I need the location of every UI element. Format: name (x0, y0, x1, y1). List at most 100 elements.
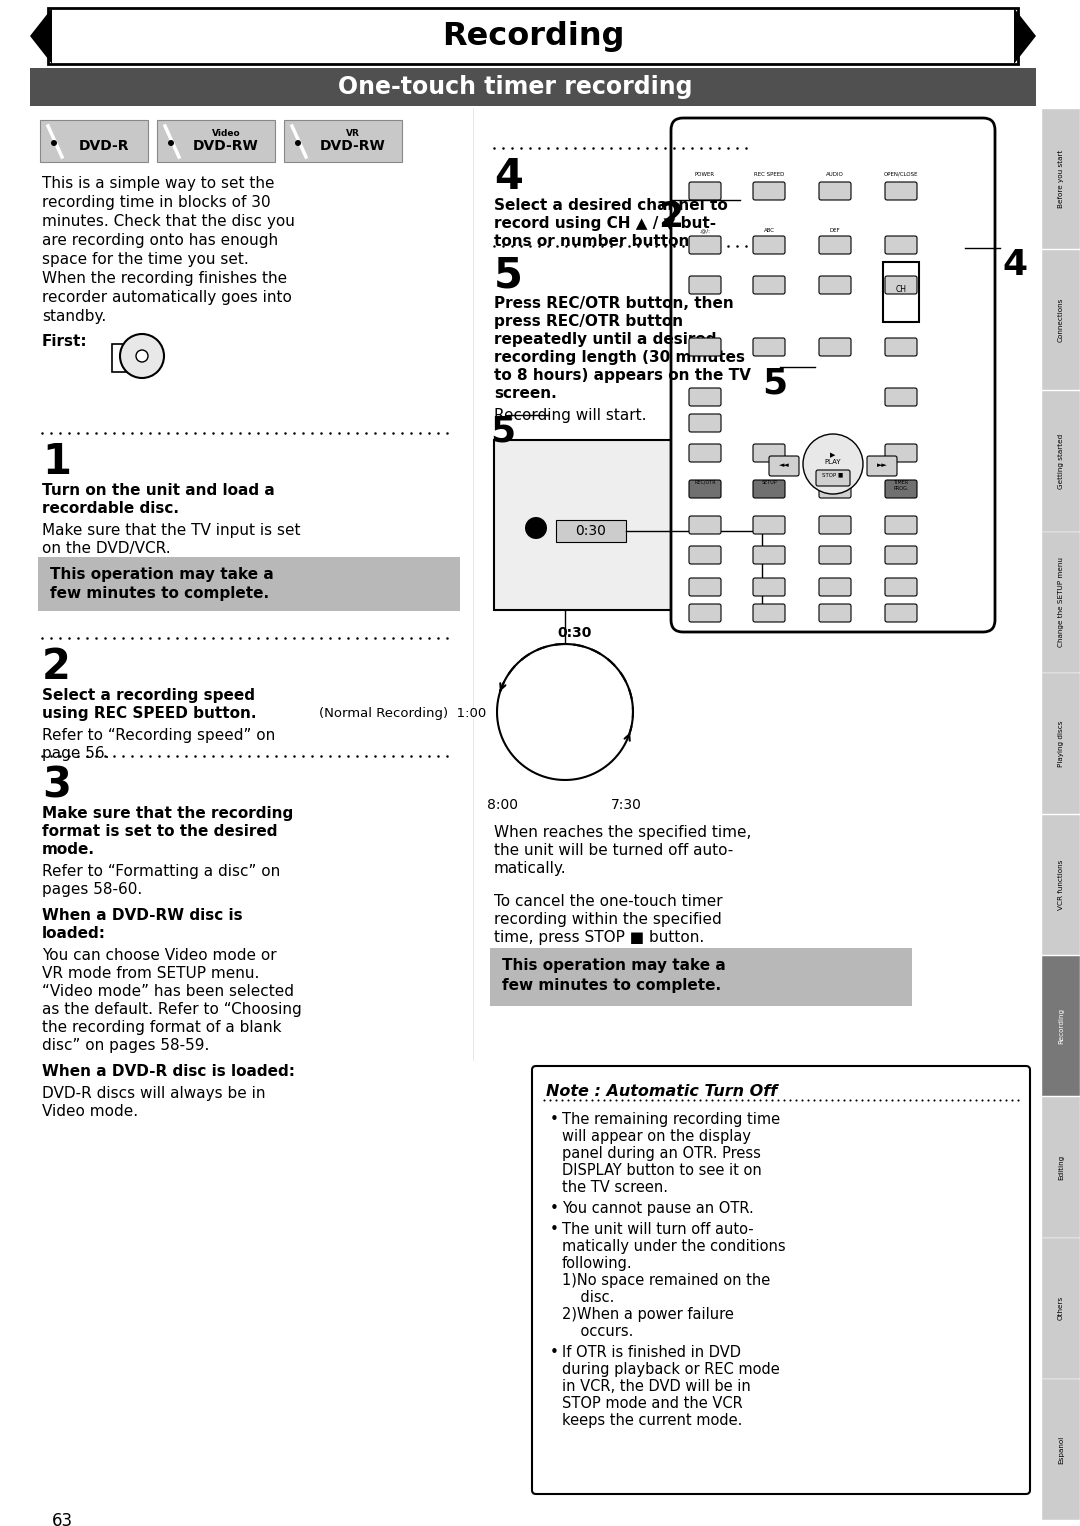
FancyBboxPatch shape (819, 578, 851, 597)
Text: panel during an OTR. Press: panel during an OTR. Press (562, 1146, 761, 1161)
Text: POWER: POWER (694, 172, 715, 177)
Text: Make sure that the TV input is set: Make sure that the TV input is set (42, 523, 300, 539)
Text: DVD-RW: DVD-RW (320, 139, 386, 153)
FancyBboxPatch shape (689, 444, 721, 462)
FancyBboxPatch shape (819, 546, 851, 565)
Text: following.: following. (562, 1256, 633, 1271)
Text: matically.: matically. (494, 861, 567, 876)
Text: 63: 63 (52, 1512, 73, 1526)
Text: press REC/OTR button: press REC/OTR button (494, 314, 684, 330)
FancyBboxPatch shape (671, 118, 995, 632)
Text: ▶
PLAY: ▶ PLAY (825, 452, 841, 465)
Text: recording length (30 minutes: recording length (30 minutes (494, 349, 745, 365)
FancyBboxPatch shape (689, 237, 721, 253)
Text: The unit will turn off auto-: The unit will turn off auto- (562, 1222, 754, 1238)
Bar (157, 121, 275, 162)
Text: 4: 4 (1002, 249, 1027, 282)
Text: The remaining recording time: The remaining recording time (562, 1112, 780, 1128)
Text: REC SPEED: REC SPEED (754, 172, 784, 177)
FancyBboxPatch shape (819, 182, 851, 200)
Text: REC/OTR: REC/OTR (694, 481, 716, 485)
Bar (494, 439, 762, 610)
Text: When a DVD-RW disc is: When a DVD-RW disc is (42, 908, 243, 923)
Text: One-touch timer recording: One-touch timer recording (338, 75, 692, 99)
Text: OPEN/CLOSE: OPEN/CLOSE (883, 172, 918, 177)
FancyBboxPatch shape (689, 481, 721, 497)
Text: format is set to the desired: format is set to the desired (42, 824, 278, 839)
FancyBboxPatch shape (867, 456, 897, 476)
Circle shape (295, 140, 301, 146)
Bar (556, 520, 626, 542)
Text: When a DVD-R disc is loaded:: When a DVD-R disc is loaded: (42, 1064, 295, 1079)
FancyBboxPatch shape (885, 388, 917, 406)
Text: Recording will start.: Recording will start. (494, 407, 647, 423)
Text: the unit will be turned off auto-: the unit will be turned off auto- (494, 842, 733, 858)
Text: DVD-RW: DVD-RW (193, 139, 259, 153)
Text: to 8 hours) appears on the TV: to 8 hours) appears on the TV (494, 368, 751, 383)
Text: Recording: Recording (442, 20, 624, 52)
Text: .@/:: .@/: (700, 227, 711, 233)
Text: SETUP: SETUP (761, 481, 777, 485)
Bar (284, 121, 402, 162)
Text: page 56.: page 56. (42, 746, 109, 761)
Circle shape (136, 349, 148, 362)
FancyBboxPatch shape (819, 276, 851, 295)
Text: the recording format of a blank: the recording format of a blank (42, 1019, 282, 1035)
Text: mode.: mode. (42, 842, 95, 858)
Circle shape (120, 334, 164, 378)
Bar (1042, 1097, 1080, 1238)
Text: Editing: Editing (1058, 1154, 1064, 1180)
Text: VR mode from SETUP menu.: VR mode from SETUP menu. (42, 966, 259, 981)
Polygon shape (30, 8, 52, 64)
Text: Refer to “Formatting a disc” on: Refer to “Formatting a disc” on (42, 864, 280, 879)
Text: You cannot pause an OTR.: You cannot pause an OTR. (562, 1201, 754, 1216)
FancyBboxPatch shape (753, 276, 785, 295)
Text: Before you start: Before you start (1058, 150, 1064, 208)
Text: on the DVD/VCR.: on the DVD/VCR. (42, 542, 171, 555)
FancyBboxPatch shape (885, 516, 917, 534)
Text: 8:00: 8:00 (487, 798, 518, 812)
Text: standby.: standby. (42, 308, 106, 324)
Text: First:: First: (42, 334, 87, 349)
Text: Playing discs: Playing discs (1058, 720, 1064, 766)
Text: Turn on the unit and load a: Turn on the unit and load a (42, 484, 274, 497)
FancyBboxPatch shape (819, 481, 851, 497)
Text: 0:30: 0:30 (557, 626, 592, 639)
Bar (1042, 533, 1080, 673)
FancyBboxPatch shape (885, 578, 917, 597)
Text: 2: 2 (42, 645, 71, 688)
FancyBboxPatch shape (689, 388, 721, 406)
FancyBboxPatch shape (819, 337, 851, 356)
Text: matically under the conditions: matically under the conditions (562, 1239, 785, 1254)
Text: •: • (550, 1201, 558, 1216)
Text: occurs.: occurs. (562, 1325, 633, 1338)
FancyBboxPatch shape (819, 516, 851, 534)
Text: 5: 5 (490, 415, 515, 449)
FancyBboxPatch shape (689, 276, 721, 295)
Text: 1)No space remained on the: 1)No space remained on the (562, 1273, 770, 1288)
Text: Video mode.: Video mode. (42, 1103, 138, 1119)
Text: time, press STOP ■ button.: time, press STOP ■ button. (494, 929, 704, 945)
FancyBboxPatch shape (689, 337, 721, 356)
Text: STOP ■: STOP ■ (822, 472, 843, 478)
Text: 2: 2 (658, 200, 684, 233)
Text: If OTR is finished in DVD: If OTR is finished in DVD (562, 1344, 741, 1360)
Circle shape (168, 140, 174, 146)
Text: DVD-R: DVD-R (79, 139, 130, 153)
FancyBboxPatch shape (753, 546, 785, 565)
Text: 1: 1 (42, 441, 71, 484)
Text: recordable disc.: recordable disc. (42, 501, 179, 516)
Bar (490, 948, 912, 1006)
FancyBboxPatch shape (753, 337, 785, 356)
Text: DEF: DEF (829, 227, 840, 233)
Text: Getting started: Getting started (1058, 433, 1064, 488)
Text: ►►: ►► (877, 462, 888, 468)
FancyBboxPatch shape (532, 1067, 1030, 1494)
Text: in VCR, the DVD will be in: in VCR, the DVD will be in (562, 1380, 751, 1393)
Bar (883, 262, 919, 322)
Text: are recording onto has enough: are recording onto has enough (42, 233, 279, 249)
FancyBboxPatch shape (819, 604, 851, 623)
FancyBboxPatch shape (885, 276, 917, 295)
Text: recording time in blocks of 30: recording time in blocks of 30 (42, 195, 271, 211)
Text: 5: 5 (762, 366, 787, 401)
